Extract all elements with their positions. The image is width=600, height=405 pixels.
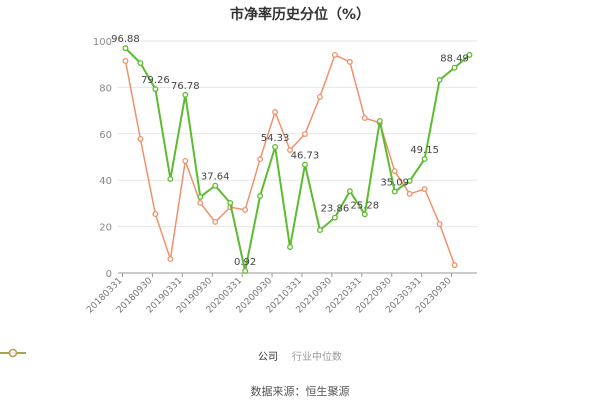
company-data-point [137,60,144,66]
line-chart: 0204060801002018033120180930201903312019… [85,34,477,316]
company-data-point [197,193,204,200]
company-data-point [182,91,189,98]
chart-title: 市净率历史分位（%） [229,7,371,23]
legend-industry-label: 行业中位数 [292,352,342,363]
y-tick-label: 60 [99,130,112,141]
industry-data-point [361,115,368,121]
industry-data-point [257,156,264,163]
y-tick-label: 100 [93,37,112,48]
company-data-point [346,188,353,195]
company-data-label: 96.88 [111,34,140,45]
company-data-label: 25.28 [350,200,379,211]
y-tick-label: 20 [99,223,112,234]
company-data-point [302,161,308,168]
industry-data-point [346,58,353,65]
company-data-point [316,227,323,234]
industry-data-point [212,219,219,225]
industry-data-point [152,211,159,218]
company-data-label: 54.33 [261,133,290,144]
industry-data-point [242,206,249,213]
company-data-point [212,182,219,189]
legend-item-company[interactable]: 公司 [0,348,278,363]
industry-data-point [316,93,323,100]
company-data-label: 88.49 [440,54,469,65]
y-tick-label: 0 [106,269,112,280]
industry-data-point [421,186,428,192]
company-data-label: 49.15 [410,145,439,156]
company-data-label: 35.09 [380,178,409,189]
y-tick-label: 80 [99,83,112,94]
company-data-point [272,144,279,150]
industry-data-point [137,135,144,142]
company-data-label: 0.92 [234,257,256,268]
company-data-label: 76.78 [171,81,200,92]
industry-data-point [331,51,338,58]
company-data-point [152,86,159,93]
company-data-point [257,193,264,199]
company-data-point [287,244,293,250]
legend-industry-line-icon [0,348,26,358]
company-series-line [124,47,471,272]
industry-data-point [287,147,293,153]
industry-data-point [391,168,398,175]
company-data-point [436,77,443,83]
company-data-point [406,177,413,184]
industry-data-point [182,157,189,164]
company-data-point [227,199,234,206]
industry-data-point [122,58,129,64]
y-tick-label: 40 [99,176,112,187]
company-data-point [421,156,428,162]
industry-data-point [197,199,204,206]
company-data-point [466,51,473,58]
industry-data-point [406,190,413,197]
company-data-label: 46.73 [291,151,320,162]
industry-data-point [167,256,174,263]
company-data-point [391,188,398,195]
legend-company-label: 公司 [258,352,278,363]
legend-item-industry[interactable]: 行业中位数 [0,348,342,363]
company-data-point [242,267,249,274]
chart-legend: 公司 行业中位数 [0,348,600,363]
industry-data-point [436,221,443,227]
company-data-point [122,45,129,52]
company-data-point [376,118,383,124]
company-data-label: 37.64 [201,172,230,183]
company-data-point [167,176,174,182]
industry-data-point [272,109,279,115]
data-source-note: 数据来源：恒生聚源 [250,385,350,398]
company-data-point [451,64,458,71]
company-data-point [331,214,338,221]
industry-data-point [302,131,308,137]
company-data-point [361,211,368,218]
industry-data-point [451,262,458,269]
company-data-label: 23.86 [321,204,350,215]
company-data-label: 79.26 [141,75,170,86]
